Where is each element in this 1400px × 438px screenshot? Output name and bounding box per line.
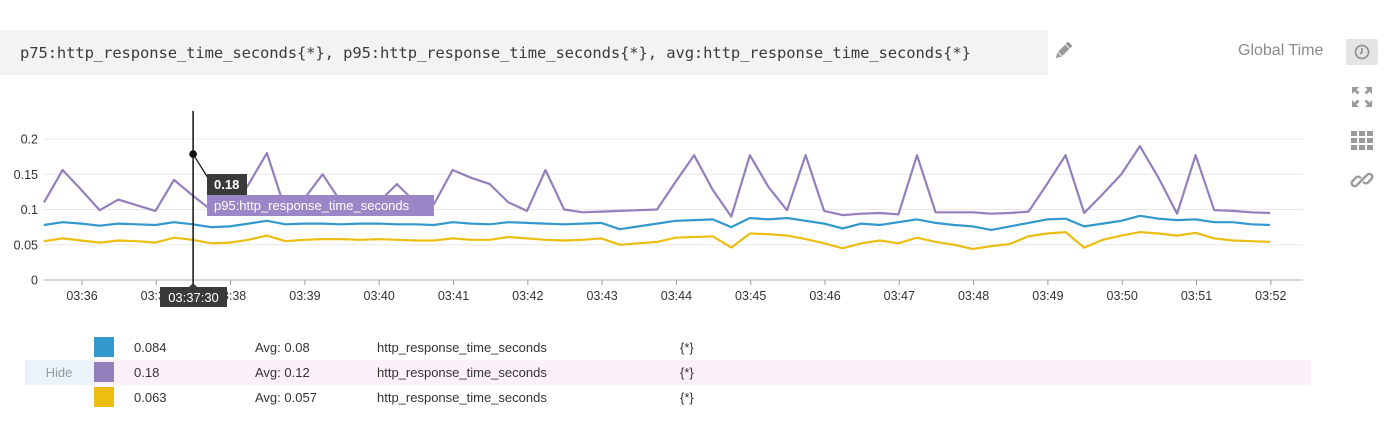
svg-text:0.15: 0.15 [14, 168, 38, 182]
global-time-label: Global Time [1238, 42, 1324, 59]
svg-text:03:52: 03:52 [1255, 289, 1286, 303]
svg-text:0.2: 0.2 [21, 133, 38, 147]
svg-text:p95:http_response_time_seconds: p95:http_response_time_seconds [214, 198, 410, 213]
legend-row-avg[interactable]: 0.063 Avg: 0.057 http_response_time_seco… [25, 385, 1311, 410]
y-axis: 0 0.05 0.1 0.15 0.2 [14, 133, 38, 288]
query-text: p75:http_response_time_seconds{*}, p95:h… [20, 43, 971, 62]
series-avg: Avg: 0.08 [255, 340, 310, 355]
global-time-button[interactable] [1346, 39, 1378, 65]
series-scope: {*} [680, 390, 694, 405]
svg-text:03:41: 03:41 [438, 289, 469, 303]
series-scope: {*} [680, 365, 694, 380]
pencil-icon[interactable] [1052, 40, 1074, 62]
expand-icon[interactable] [1350, 85, 1374, 109]
series-color-swatch [94, 337, 114, 357]
svg-text:03:45: 03:45 [735, 289, 766, 303]
hover-crosshair: 0.18 p95:http_response_time_seconds 03:37:… [160, 111, 434, 307]
svg-text:03:51: 03:51 [1181, 289, 1212, 303]
svg-text:03:36: 03:36 [66, 289, 97, 303]
svg-text:03:46: 03:46 [809, 289, 840, 303]
legend-row-p75[interactable]: 0.084 Avg: 0.08 http_response_time_secon… [25, 335, 1311, 360]
series-value: 0.084 [134, 340, 167, 355]
clock-icon [1354, 44, 1370, 60]
series-avg: Avg: 0.12 [255, 365, 310, 380]
svg-text:03:37:30: 03:37:30 [168, 290, 219, 305]
svg-text:0: 0 [31, 274, 38, 288]
svg-text:03:40: 03:40 [364, 289, 395, 303]
svg-text:0.18: 0.18 [214, 177, 239, 192]
series-metric: http_response_time_seconds [377, 390, 547, 405]
series-avg: Avg: 0.057 [255, 390, 317, 405]
grid-icon[interactable] [1350, 128, 1374, 152]
query-bar[interactable]: p75:http_response_time_seconds{*}, p95:h… [0, 30, 1048, 75]
x-axis: 03:36 03:37 03:38 03:39 03:40 03:41 03:42 03:43… [44, 279, 1303, 303]
svg-text:03:49: 03:49 [1032, 289, 1063, 303]
series-color-swatch [94, 362, 114, 382]
series-scope: {*} [680, 340, 694, 355]
svg-text:03:44: 03:44 [661, 289, 692, 303]
svg-text:03:47: 03:47 [884, 289, 915, 303]
svg-text:0.1: 0.1 [21, 203, 38, 217]
timeseries-chart[interactable]: 00.050.10.150.2 03:36 03:37 03:38 03:39 03:4… [0, 100, 1320, 315]
series-metric: http_response_time_seconds [377, 340, 547, 355]
series-value: 0.18 [134, 365, 160, 380]
series-metric: http_response_time_seconds [377, 365, 547, 380]
series-color-swatch [94, 387, 114, 407]
hide-series-button[interactable]: Hide [25, 360, 93, 385]
legend-row-p95[interactable]: Hide 0.18 Avg: 0.12 http_response_time_s… [25, 360, 1311, 385]
svg-text:0.05: 0.05 [14, 238, 38, 252]
series-value: 0.063 [134, 390, 167, 405]
svg-text:03:50: 03:50 [1107, 289, 1138, 303]
chart-lines [43, 145, 1271, 251]
legend: 0.084 Avg: 0.08 http_response_time_secon… [25, 335, 1311, 410]
svg-text:03:42: 03:42 [512, 289, 543, 303]
link-icon[interactable] [1350, 168, 1374, 192]
svg-text:03:43: 03:43 [586, 289, 617, 303]
svg-text:03:48: 03:48 [958, 289, 989, 303]
svg-text:03:39: 03:39 [289, 289, 320, 303]
